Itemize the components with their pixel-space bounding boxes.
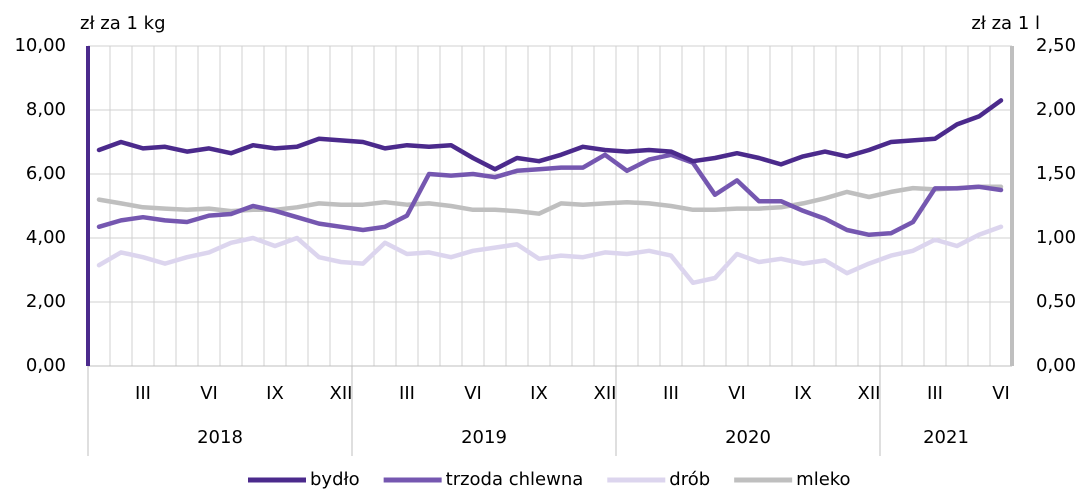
x-tick-label: III xyxy=(927,383,943,404)
x-tick-label: VI xyxy=(992,383,1010,404)
y-tick-label: 2,00 xyxy=(26,291,66,312)
x-tick-label: XII xyxy=(594,383,617,404)
y-axis-label: zł za 1 kg xyxy=(80,13,166,34)
x-tick-label: IX xyxy=(794,383,812,404)
x-tick-label: XII xyxy=(330,383,353,404)
y-tick-label: 0,00 xyxy=(26,355,66,376)
group-label: 2020 xyxy=(725,427,771,448)
series-line xyxy=(96,152,1004,238)
series-line xyxy=(96,184,1004,216)
y2-tick-label: 1,50 xyxy=(1036,163,1076,184)
x-tick-label: XII xyxy=(858,383,881,404)
group-label: 2019 xyxy=(461,427,507,448)
group-label: 2018 xyxy=(197,427,243,448)
x-tick-label: III xyxy=(135,383,151,404)
x-tick-label: IX xyxy=(530,383,548,404)
y2-tick-label: 0,50 xyxy=(1036,291,1076,312)
y2-tick-label: 1,00 xyxy=(1036,227,1076,248)
group-label: 2021 xyxy=(923,427,969,448)
y-tick-label: 6,00 xyxy=(26,163,66,184)
series-line xyxy=(96,98,1004,172)
x-tick-label: III xyxy=(399,383,415,404)
x-tick-label: VI xyxy=(464,383,482,404)
legend-label: mleko xyxy=(796,469,850,490)
x-tick-label: III xyxy=(663,383,679,404)
y-tick-label: 4,00 xyxy=(26,227,66,248)
y-tick-label: 10,00 xyxy=(14,35,66,56)
legend-label: bydło xyxy=(310,469,360,490)
legend-label: drób xyxy=(669,469,710,490)
y2-tick-label: 2,50 xyxy=(1036,35,1076,56)
x-tick-label: IX xyxy=(266,383,284,404)
series-line xyxy=(96,224,1004,286)
x-tick-label: VI xyxy=(728,383,746,404)
y-tick-label: 8,00 xyxy=(26,99,66,120)
y2-axis-label: zł za 1 l xyxy=(971,13,1040,34)
y2-tick-label: 2,00 xyxy=(1036,99,1076,120)
x-tick-label: VI xyxy=(200,383,218,404)
legend-label: trzoda chlewna xyxy=(446,469,584,490)
y2-tick-label: 0,00 xyxy=(1036,355,1076,376)
